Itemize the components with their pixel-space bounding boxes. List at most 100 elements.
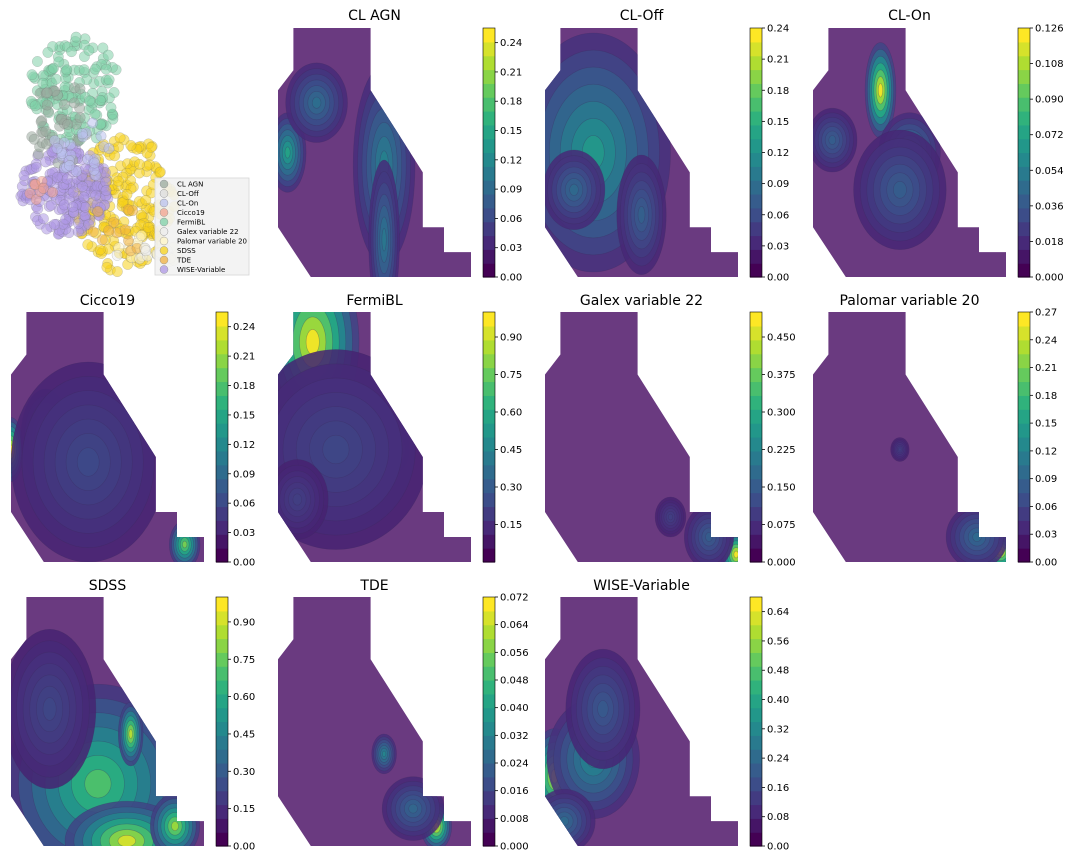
contour-level bbox=[898, 447, 902, 452]
contour-level bbox=[406, 62, 428, 104]
scatter-point bbox=[94, 244, 106, 256]
colorbar-tick-label: 0.048 bbox=[500, 676, 529, 687]
scatter-point bbox=[96, 234, 108, 246]
colorbar-tick-label: 0.15 bbox=[1035, 419, 1057, 430]
contour-level bbox=[84, 769, 112, 799]
contour-field bbox=[545, 597, 738, 846]
contour-level bbox=[733, 550, 738, 559]
colorbar-tick-label: 0.15 bbox=[233, 410, 255, 421]
colorbar-frame bbox=[1017, 311, 1031, 563]
colorbar-band bbox=[216, 680, 228, 695]
colorbar-tick-label: 0.06 bbox=[767, 210, 789, 221]
contour-level bbox=[972, 532, 982, 542]
colorbar-tick-label: 0.040 bbox=[500, 703, 529, 714]
colorbar: 0.000 0.008 0.016 0.024 0.032 0.040 0.048 0.056… bbox=[482, 593, 529, 853]
colorbar-band bbox=[750, 221, 762, 237]
colorbar-tick-label: 0.90 bbox=[233, 617, 255, 628]
colorbar-tick-label: 0.016 bbox=[500, 786, 529, 797]
scatter-point bbox=[41, 87, 53, 99]
legend-marker bbox=[159, 198, 169, 208]
colorbar-band bbox=[750, 506, 762, 521]
colorbar-frame bbox=[215, 311, 229, 563]
scatter-point bbox=[48, 62, 59, 74]
colorbar-band bbox=[750, 597, 762, 612]
contour-level bbox=[637, 206, 646, 224]
legend-marker bbox=[159, 227, 169, 236]
colorbar-band bbox=[483, 325, 495, 341]
colorbar-tick-label: 0.15 bbox=[767, 117, 789, 128]
colorbar: 0.00 0.08 0.16 0.24 0.32 0.40 0.48 0.56 0.64 bbox=[749, 596, 789, 853]
scatter-point bbox=[29, 100, 41, 112]
colorbar-band bbox=[216, 610, 228, 626]
scatter-point bbox=[37, 77, 49, 89]
colorbar-tick-label: 0.00 bbox=[233, 558, 255, 569]
colorbar-band bbox=[750, 381, 762, 396]
contour-level bbox=[382, 750, 387, 758]
legend-label: CL AGN bbox=[177, 181, 203, 189]
colorbar-band bbox=[750, 776, 762, 792]
colorbar-band bbox=[750, 666, 762, 681]
colorbar-tick-label: 0.00 bbox=[1035, 558, 1057, 569]
colorbar-band bbox=[483, 638, 495, 653]
colorbar-band bbox=[1018, 221, 1030, 237]
colorbar-tick-label: 0.12 bbox=[1035, 446, 1057, 457]
colorbar-band bbox=[216, 464, 228, 480]
colorbar-band bbox=[483, 437, 495, 452]
scatter-point bbox=[58, 137, 70, 149]
colorbar-band bbox=[483, 534, 495, 549]
colorbar-band bbox=[216, 353, 228, 369]
scatter-point bbox=[105, 102, 117, 114]
contour-level bbox=[171, 821, 179, 831]
colorbar-tick-label: 0.60 bbox=[233, 692, 255, 703]
colorbar-band bbox=[750, 409, 762, 424]
scatter-point bbox=[100, 63, 112, 75]
colorbar-tick-label: 0.09 bbox=[1035, 474, 1057, 485]
colorbar-band bbox=[750, 610, 762, 626]
colorbar-band bbox=[750, 263, 762, 278]
colorbar-band bbox=[483, 721, 495, 736]
scatter-point bbox=[24, 187, 36, 199]
scatter-point bbox=[94, 94, 106, 106]
colorbar-band bbox=[1018, 138, 1030, 154]
scatter-point bbox=[51, 171, 63, 183]
colorbar-band bbox=[483, 28, 495, 43]
colorbar-tick-label: 0.225 bbox=[767, 445, 796, 456]
colorbar-frame bbox=[215, 596, 229, 847]
panel-title: Palomar variable 20 bbox=[839, 293, 979, 309]
colorbar-tick-label: 0.06 bbox=[1035, 502, 1057, 513]
colorbar-band bbox=[1018, 450, 1030, 466]
colorbar-band bbox=[483, 464, 495, 480]
scatter-point bbox=[140, 245, 152, 257]
colorbar-tick-label: 0.32 bbox=[767, 724, 789, 735]
colorbar-band bbox=[216, 666, 228, 681]
colorbar-tick-label: 0.00 bbox=[233, 842, 255, 853]
colorbar-band bbox=[1018, 263, 1030, 278]
colorbar-tick-label: 0.45 bbox=[233, 729, 255, 740]
colorbar-band bbox=[216, 534, 228, 549]
contour-level bbox=[128, 729, 133, 739]
colorbar-band bbox=[750, 249, 762, 264]
scatter-point bbox=[28, 133, 40, 145]
colorbar-tick-label: 0.375 bbox=[767, 370, 796, 381]
panel-8: TDE0.0000.0080.0160.0240.0320.0400.0480.… bbox=[278, 578, 529, 853]
colorbar-band bbox=[1018, 464, 1030, 480]
colorbar-band bbox=[750, 638, 762, 653]
scatter-point bbox=[114, 132, 126, 144]
colorbar-frame bbox=[749, 311, 763, 563]
colorbar-band bbox=[483, 548, 495, 563]
scatter-point bbox=[111, 249, 123, 261]
colorbar-band bbox=[483, 41, 495, 57]
colorbar-tick-label: 0.40 bbox=[767, 695, 789, 706]
colorbar-band bbox=[1018, 152, 1030, 167]
colorbar-tick-label: 0.150 bbox=[767, 483, 796, 494]
colorbar-band bbox=[483, 83, 495, 98]
colorbar-band bbox=[750, 353, 762, 369]
colorbar-tick-label: 0.15 bbox=[500, 126, 522, 137]
colorbar-tick-label: 0.64 bbox=[767, 607, 789, 618]
legend-marker bbox=[159, 208, 169, 217]
colorbar-tick-label: 0.18 bbox=[233, 381, 255, 392]
colorbar-band bbox=[750, 152, 762, 167]
legend-marker bbox=[159, 265, 169, 274]
contour-level bbox=[117, 834, 136, 846]
